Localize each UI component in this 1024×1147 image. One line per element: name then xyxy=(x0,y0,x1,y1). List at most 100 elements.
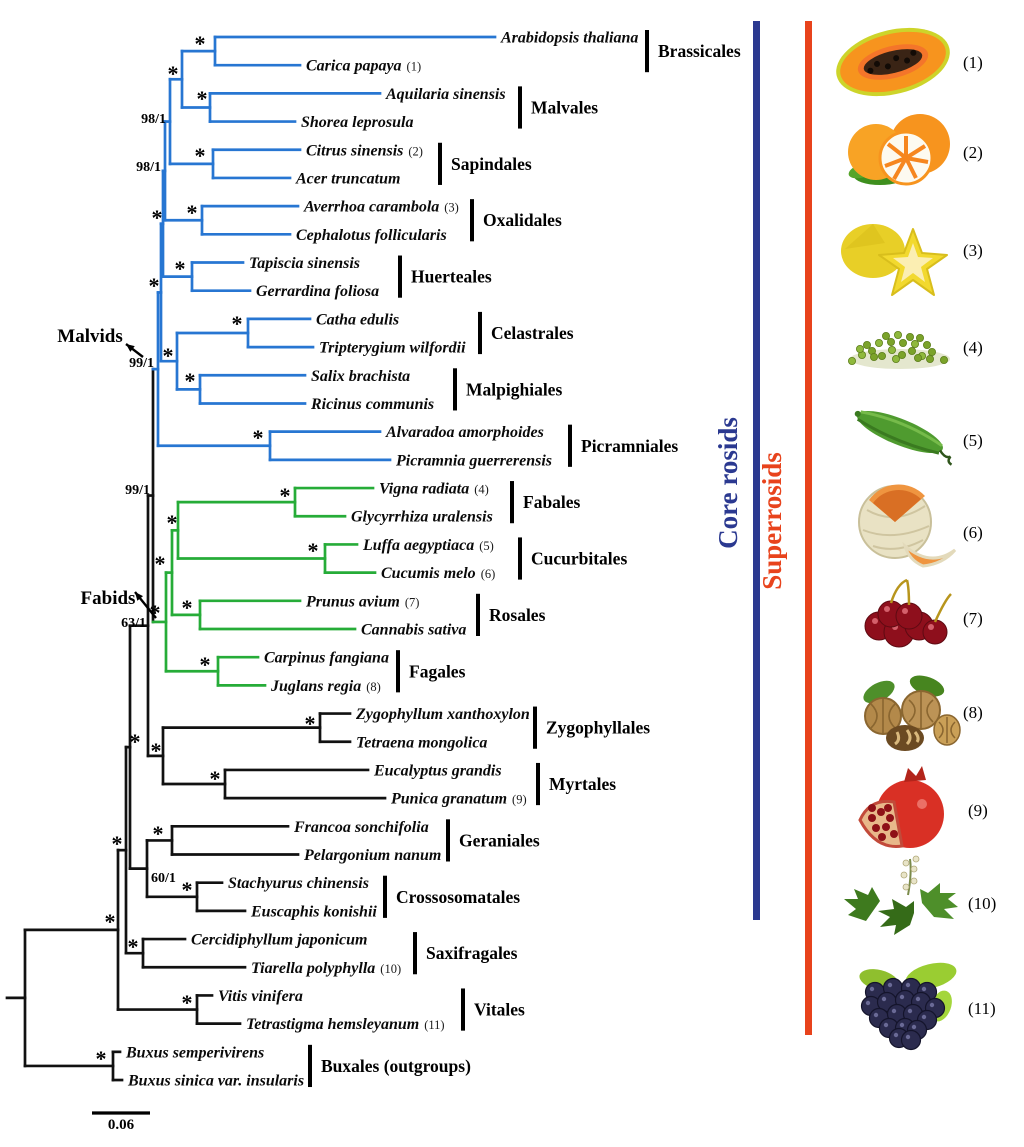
support-asterisk: * xyxy=(105,909,116,934)
species-number: (7) xyxy=(405,595,420,609)
fruit-number: (9) xyxy=(968,801,988,820)
species-label: Luffa aegyptiaca (5) xyxy=(362,537,494,554)
support-asterisk: * xyxy=(153,821,164,846)
species-label: Shorea leprosula xyxy=(301,114,413,131)
scale-bar-value: 0.06 xyxy=(108,1117,135,1133)
species-label: Francoa sonchifolia xyxy=(293,819,429,836)
order-name: Myrtales xyxy=(549,774,616,794)
support-asterisk: * xyxy=(210,766,221,791)
species-label: Tripterygium wilfordii xyxy=(319,340,466,357)
species-label: Buxus semperivirens xyxy=(125,1044,264,1061)
order-name: Cucurbitales xyxy=(531,549,627,569)
species-label: Averrhoa carambola (3) xyxy=(303,199,459,216)
species-label: Euscaphis konishii xyxy=(250,903,377,920)
species-label: Salix brachista xyxy=(311,368,410,385)
support-asterisk: * xyxy=(280,483,291,508)
species-label: Pelargonium nanum xyxy=(303,847,441,864)
support-asterisk: * xyxy=(195,143,206,168)
support-asterisk: * xyxy=(152,205,163,230)
support-asterisk: * xyxy=(182,595,193,620)
species-label: Cannabis sativa xyxy=(361,621,466,638)
support-asterisk: * xyxy=(232,311,243,336)
starfruit-illustration xyxy=(841,224,948,296)
species-label: Cercidiphyllum japonicum xyxy=(191,932,367,949)
support-value: 98/1 xyxy=(136,160,161,175)
species-number: (8) xyxy=(366,680,381,694)
order-name: Celastrales xyxy=(491,323,574,343)
support-asterisk: * xyxy=(155,551,166,576)
order-name: Malpighiales xyxy=(466,379,562,399)
species-number: (3) xyxy=(444,201,459,215)
fruit-number: (3) xyxy=(963,241,983,260)
fruit-number: (7) xyxy=(963,609,983,628)
support-asterisk: * xyxy=(305,711,316,736)
support-asterisk: * xyxy=(197,86,208,111)
species-label: Acer truncatum xyxy=(295,170,400,187)
support-asterisk: * xyxy=(195,31,206,56)
clade-extent-bar xyxy=(805,21,812,1035)
walnuts-illustration xyxy=(863,675,961,751)
tree-branches xyxy=(5,35,497,1082)
species-label: Citrus sinensis (2) xyxy=(306,142,423,159)
species-label: Gerrardina foliosa xyxy=(256,283,379,300)
order-name: Picramniales xyxy=(581,436,678,456)
support-value: 98/1 xyxy=(141,112,166,127)
species-label: Tetrastigma hemsleyanum (11) xyxy=(246,1016,445,1033)
species-label: Punica granatum (9) xyxy=(390,791,527,808)
support-asterisk: * xyxy=(182,877,193,902)
fruit-number: (10) xyxy=(968,894,996,913)
support-asterisk: * xyxy=(185,368,196,393)
order-name: Geraniales xyxy=(459,830,540,850)
order-name: Sapindales xyxy=(451,154,532,174)
mungbeans-illustration xyxy=(848,330,950,369)
fruit-illustrations: (1) (2) (3) (4) (5) (6) (7) (8) (9) (10) (11) xyxy=(836,27,996,1051)
species-number: (10) xyxy=(380,962,401,976)
fruit-number: (8) xyxy=(963,703,983,722)
clade-name: Fabids xyxy=(81,588,136,609)
support-asterisk: * xyxy=(167,510,178,535)
species-label: Juglans regia (8) xyxy=(270,678,381,695)
luffa-illustration xyxy=(854,410,953,466)
support-asterisk: * xyxy=(151,738,162,763)
fruit-number: (6) xyxy=(963,523,983,542)
species-label: Picramnia guerrerensis xyxy=(395,452,552,469)
order-name: Crossosomatales xyxy=(396,887,520,907)
species-label: Buxus sinica var. insularis xyxy=(127,1073,304,1090)
species-label: Tetraena mongolica xyxy=(356,734,487,751)
order-name: Rosales xyxy=(489,605,546,625)
clade-extent-bar xyxy=(753,21,760,920)
support-value: 99/1 xyxy=(129,356,154,371)
order-labels: Brassicales Malvales Sapindales Oxalidales H… xyxy=(308,30,741,1088)
clade-sidebars: Core rosids Superrosids xyxy=(713,21,812,1035)
species-label: Arabidopsis thaliana xyxy=(500,30,638,47)
species-number: (6) xyxy=(481,567,496,581)
species-label: Catha edulis xyxy=(316,311,399,328)
support-asterisk: * xyxy=(175,256,186,281)
species-labels: Arabidopsis thaliana Carica papaya (1) Aqui… xyxy=(125,30,638,1090)
orange-illustration xyxy=(848,114,950,186)
clade-arrowhead xyxy=(135,592,144,601)
order-name: Buxales (outgroups) xyxy=(321,1056,471,1076)
species-label: Carica papaya (1) xyxy=(306,58,421,75)
order-name: Vitales xyxy=(474,1000,525,1020)
support-values: 98/1 98/1 99/1 99/1 63/1 60/1 xyxy=(121,112,176,886)
support-asterisk: * xyxy=(182,990,193,1015)
species-number: (1) xyxy=(407,60,422,74)
fruit-number: (5) xyxy=(963,431,983,450)
species-label: Stachyurus chinensis xyxy=(228,875,369,892)
order-name: Zygophyllales xyxy=(546,718,650,738)
node-asterisks: ****************************** xyxy=(96,31,319,1071)
species-label: Vitis vinifera xyxy=(218,988,303,1005)
species-label: Glycyrrhiza uralensis xyxy=(351,509,493,526)
support-asterisk: * xyxy=(112,831,123,856)
cherries-illustration xyxy=(864,578,952,648)
order-name: Huerteales xyxy=(411,267,492,287)
species-label: Carpinus fangiana xyxy=(264,650,389,667)
order-name: Oxalidales xyxy=(483,210,562,230)
support-asterisk: * xyxy=(253,425,264,450)
support-value: 99/1 xyxy=(125,483,150,498)
species-label: Zygophyllum xanthoxylon xyxy=(355,706,530,723)
order-name: Fabales xyxy=(523,492,581,512)
